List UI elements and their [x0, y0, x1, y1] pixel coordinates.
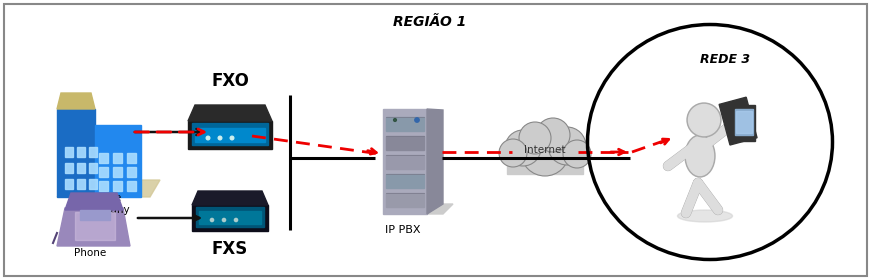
Bar — [195, 128, 265, 142]
Text: REGIÃO 1: REGIÃO 1 — [394, 15, 467, 29]
Bar — [65, 163, 73, 173]
Bar — [383, 109, 427, 214]
Text: Internet: Internet — [524, 145, 566, 155]
Bar — [77, 163, 85, 173]
Bar — [95, 125, 141, 197]
Circle shape — [230, 136, 233, 140]
Bar — [89, 147, 97, 157]
Bar — [386, 117, 424, 131]
Bar — [188, 121, 272, 149]
Bar — [386, 136, 424, 150]
Bar — [77, 179, 85, 189]
Bar — [507, 152, 583, 174]
Circle shape — [687, 103, 721, 137]
Circle shape — [563, 140, 591, 168]
Circle shape — [211, 218, 213, 221]
Circle shape — [219, 136, 222, 140]
Circle shape — [519, 122, 551, 154]
Bar — [386, 155, 424, 169]
Circle shape — [548, 127, 586, 165]
Ellipse shape — [678, 210, 733, 222]
Bar — [99, 181, 108, 191]
Bar — [75, 212, 115, 240]
Circle shape — [499, 139, 527, 167]
Bar — [113, 167, 122, 177]
Polygon shape — [427, 109, 443, 214]
Bar — [733, 105, 755, 141]
Bar — [65, 179, 73, 189]
Ellipse shape — [686, 137, 713, 176]
Polygon shape — [192, 191, 268, 205]
Bar — [89, 163, 97, 173]
Circle shape — [521, 128, 569, 176]
Circle shape — [415, 118, 419, 122]
Bar — [99, 153, 108, 163]
Bar — [127, 167, 136, 177]
Bar — [113, 153, 122, 163]
Polygon shape — [188, 105, 272, 121]
Circle shape — [394, 119, 396, 122]
Text: Phone
Company: Phone Company — [80, 193, 130, 214]
Bar — [386, 174, 424, 188]
Circle shape — [536, 118, 570, 152]
Bar — [192, 123, 268, 145]
Text: FXO: FXO — [211, 72, 249, 90]
Bar — [89, 179, 97, 189]
Bar — [65, 147, 73, 157]
Bar — [80, 210, 110, 220]
Bar — [386, 193, 424, 207]
Polygon shape — [410, 204, 453, 214]
Bar — [113, 181, 122, 191]
Polygon shape — [57, 93, 95, 109]
Circle shape — [234, 218, 238, 221]
Text: FXS: FXS — [212, 240, 248, 258]
Bar — [192, 205, 268, 231]
Polygon shape — [65, 193, 123, 210]
Circle shape — [688, 104, 719, 136]
Bar — [199, 211, 261, 224]
Bar — [127, 181, 136, 191]
Circle shape — [222, 218, 226, 221]
Circle shape — [505, 130, 541, 166]
Bar — [77, 147, 85, 157]
Text: REDE 3: REDE 3 — [700, 53, 750, 66]
Bar — [736, 111, 752, 133]
Bar — [735, 109, 753, 135]
Bar — [99, 167, 108, 177]
Bar — [196, 207, 264, 227]
Bar — [719, 97, 757, 145]
Bar — [127, 153, 136, 163]
Circle shape — [206, 136, 210, 140]
Polygon shape — [57, 180, 160, 197]
Polygon shape — [57, 208, 130, 246]
Text: Phone: Phone — [74, 248, 106, 258]
Text: IP PBX: IP PBX — [385, 225, 421, 235]
Ellipse shape — [685, 135, 715, 177]
Bar — [57, 109, 95, 197]
